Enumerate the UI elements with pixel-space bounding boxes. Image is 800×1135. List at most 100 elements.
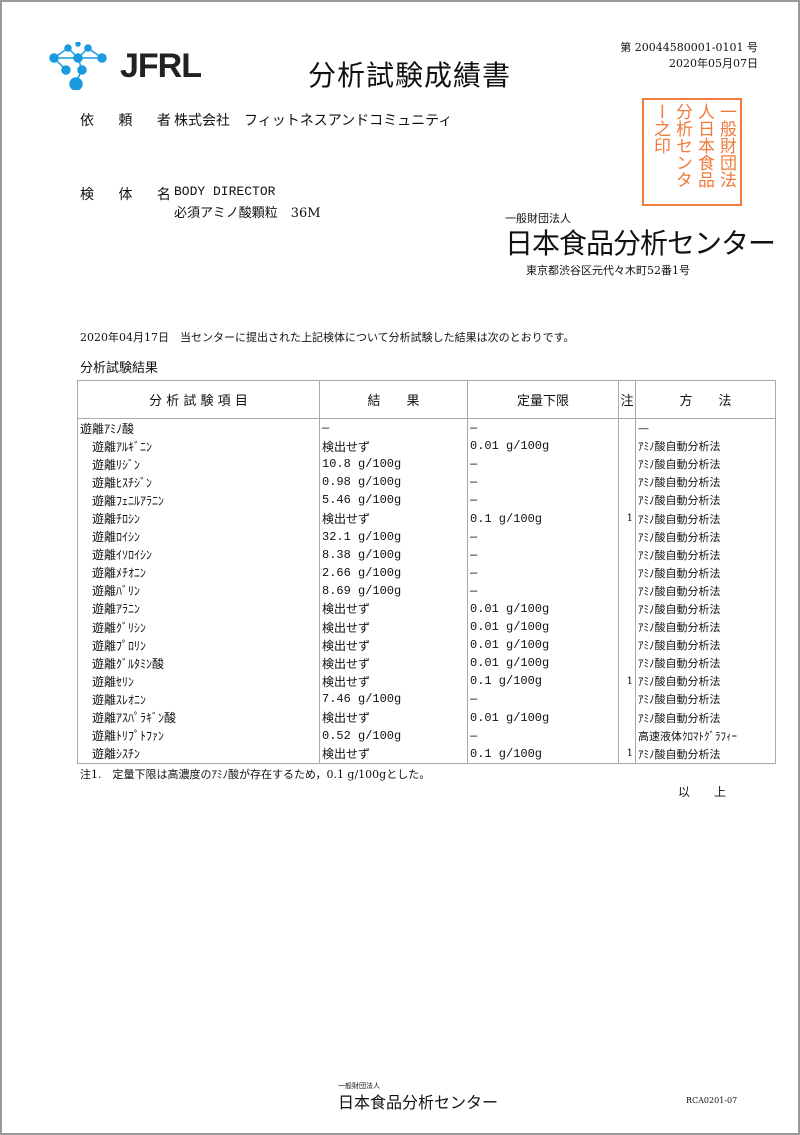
cell-item: 遊離ｱﾐﾉ酸 [77, 418, 320, 438]
cell-limit: — [467, 726, 619, 745]
header-item: 分 析 試 験 項 目 [77, 380, 320, 419]
issuer-address: 東京都渋谷区元代々木町52番1号 [526, 264, 690, 277]
cell-item: 遊離ｽﾚｵﾆﾝ [77, 690, 320, 709]
cell-note [618, 618, 636, 637]
cell-result: 検出せず [319, 437, 468, 456]
cell-item: 遊離ﾋｽﾁｼﾞﾝ [77, 473, 320, 492]
cell-item: 遊離ｸﾞﾘｼﾝ [77, 618, 320, 637]
table-row: 遊離ﾊﾞﾘﾝ 8.69 g/100g — ｱﾐﾉ酸自動分析法 [77, 581, 776, 600]
cell-method: ｱﾐﾉ酸自動分析法 [635, 581, 776, 600]
cell-method: 高速液体ｸﾛﾏﾄｸﾞﾗﾌｨｰ [635, 726, 776, 745]
cell-note [618, 455, 636, 474]
cell-note [618, 437, 636, 456]
issuer-name: 日本食品分析センター [505, 227, 776, 260]
cell-limit: 0.1 g/100g [467, 744, 619, 764]
cell-item: 遊離ｼｽﾁﾝ [77, 744, 320, 764]
cell-limit: — [467, 455, 619, 474]
sample-name: BODY DIRECTOR [174, 184, 276, 199]
cell-result: 検出せず [319, 744, 468, 764]
cell-method: ｱﾐﾉ酸自動分析法 [635, 654, 776, 673]
cell-result: 検出せず [319, 509, 468, 528]
table-row: 遊離ﾘｼﾞﾝ 10.8 g/100g — ｱﾐﾉ酸自動分析法 [77, 455, 776, 474]
network-logo-icon [49, 42, 107, 90]
table-row: 遊離ﾒﾁｵﾆﾝ 2.66 g/100g — ｱﾐﾉ酸自動分析法 [77, 563, 776, 582]
sample-description: 必須アミノ酸顆粒 36M [174, 206, 321, 221]
cell-result: 8.38 g/100g [319, 545, 468, 564]
cell-method: ｱﾐﾉ酸自動分析法 [635, 563, 776, 582]
table-row: 遊離ｸﾞﾙﾀﾐﾝ酸 検出せず 0.01 g/100g ｱﾐﾉ酸自動分析法 [77, 654, 776, 673]
cell-note: 1 [618, 509, 636, 528]
cell-limit: 0.1 g/100g [467, 672, 619, 691]
cell-method: ｱﾐﾉ酸自動分析法 [635, 455, 776, 474]
cell-limit: — [467, 690, 619, 709]
cell-limit: 0.01 g/100g [467, 618, 619, 637]
footer-form-code: RCA0201-07 [686, 1096, 738, 1105]
table-row: 遊離ｾﾘﾝ 検出せず 0.1 g/100g 1 ｱﾐﾉ酸自動分析法 [77, 672, 776, 691]
cell-limit: 0.01 g/100g [467, 708, 619, 727]
table-row: 遊離ｱﾐﾉ酸 — — — [77, 418, 776, 438]
results-heading: 分析試験結果 [80, 361, 159, 376]
cell-method: ｱﾐﾉ酸自動分析法 [635, 491, 776, 510]
header-method: 方 法 [635, 380, 776, 419]
cell-result: 10.8 g/100g [319, 455, 468, 474]
footer-org-type: 一般財団法人 [338, 1082, 380, 1090]
cell-note [618, 726, 636, 745]
cell-note [618, 563, 636, 582]
cell-method: ｱﾐﾉ酸自動分析法 [635, 527, 776, 546]
cell-limit: 0.01 g/100g [467, 599, 619, 619]
logo-text: JFRL [120, 46, 202, 85]
cell-item: 遊離ﾒﾁｵﾆﾝ [77, 563, 320, 582]
table-row: 遊離ﾌｪﾆﾙｱﾗﾆﾝ 5.46 g/100g — ｱﾐﾉ酸自動分析法 [77, 491, 776, 510]
cell-result: 検出せず [319, 708, 468, 727]
cell-result: 0.98 g/100g [319, 473, 468, 492]
document-title: 分析試験成績書 [308, 59, 512, 92]
results-table: 分 析 試 験 項 目 結 果 定量下限 注 方 法 遊離ｱﾐﾉ酸 — — — 遊離ｱ… [77, 380, 776, 764]
cell-limit: — [467, 473, 619, 492]
issue-date: 2020年05月07日 [669, 57, 758, 70]
jfrl-logo: JFRL [44, 42, 202, 90]
cell-note: 1 [618, 672, 636, 691]
table-row: 遊離ｸﾞﾘｼﾝ 検出せず 0.01 g/100g ｱﾐﾉ酸自動分析法 [77, 618, 776, 637]
cell-note: 1 [618, 744, 636, 764]
header-result: 結 果 [319, 380, 468, 419]
cell-result: 検出せず [319, 654, 468, 673]
cell-limit: — [467, 545, 619, 564]
header-note: 注 [618, 380, 636, 419]
table-header-row: 分 析 試 験 項 目 結 果 定量下限 注 方 法 [77, 380, 776, 419]
cell-item: 遊離ｲｿﾛｲｼﾝ [77, 545, 320, 564]
cell-note [618, 708, 636, 727]
cell-result: 5.46 g/100g [319, 491, 468, 510]
closing-mark: 以 上 [678, 785, 727, 799]
header-limit: 定量下限 [467, 380, 619, 419]
cell-method: ｱﾐﾉ酸自動分析法 [635, 636, 776, 655]
document-meta: 第 20044580001-0101 号 2020年05月07日 [620, 40, 758, 72]
cell-result: 検出せず [319, 672, 468, 691]
cell-limit: 0.01 g/100g [467, 654, 619, 673]
cell-limit: 0.01 g/100g [467, 437, 619, 456]
cell-method: ｱﾐﾉ酸自動分析法 [635, 473, 776, 492]
table-row: 遊離ﾋｽﾁｼﾞﾝ 0.98 g/100g — ｱﾐﾉ酸自動分析法 [77, 473, 776, 492]
cell-item: 遊離ｱﾗﾆﾝ [77, 599, 320, 619]
cell-limit: — [467, 418, 619, 438]
footnote: 注1. 定量下限は高濃度のｱﾐﾉ酸が存在するため，0.1 g/100gとした。 [80, 768, 431, 781]
cell-result: 検出せず [319, 636, 468, 655]
cell-note [618, 690, 636, 709]
table-row: 遊離ｱﾗﾆﾝ 検出せず 0.01 g/100g ｱﾐﾉ酸自動分析法 [77, 599, 776, 619]
cell-note [618, 599, 636, 619]
cell-item: 遊離ﾁﾛｼﾝ [77, 509, 320, 528]
cell-limit: 0.1 g/100g [467, 509, 619, 528]
official-seal-stamp: 一般財団法人日本食品分析センター之印 [642, 98, 742, 206]
cell-item: 遊離ﾌｪﾆﾙｱﾗﾆﾝ [77, 491, 320, 510]
cell-method: ｱﾐﾉ酸自動分析法 [635, 672, 776, 691]
table-row: 遊離ｱﾙｷﾞﾆﾝ 検出せず 0.01 g/100g ｱﾐﾉ酸自動分析法 [77, 437, 776, 456]
table-row: 遊離ｲｿﾛｲｼﾝ 8.38 g/100g — ｱﾐﾉ酸自動分析法 [77, 545, 776, 564]
client-name: 株式会社 フィットネスアンドコミュニティ [174, 113, 453, 129]
intro-text: 2020年04月17日 当センターに提出された上記検体について分析試験した結果は… [80, 331, 575, 344]
cell-method: ｱﾐﾉ酸自動分析法 [635, 509, 776, 528]
cell-item: 遊離ﾘｼﾞﾝ [77, 455, 320, 474]
cell-note [618, 418, 636, 438]
cell-method: ｱﾐﾉ酸自動分析法 [635, 690, 776, 709]
cell-method: ｱﾐﾉ酸自動分析法 [635, 599, 776, 619]
cell-result: 検出せず [319, 618, 468, 637]
